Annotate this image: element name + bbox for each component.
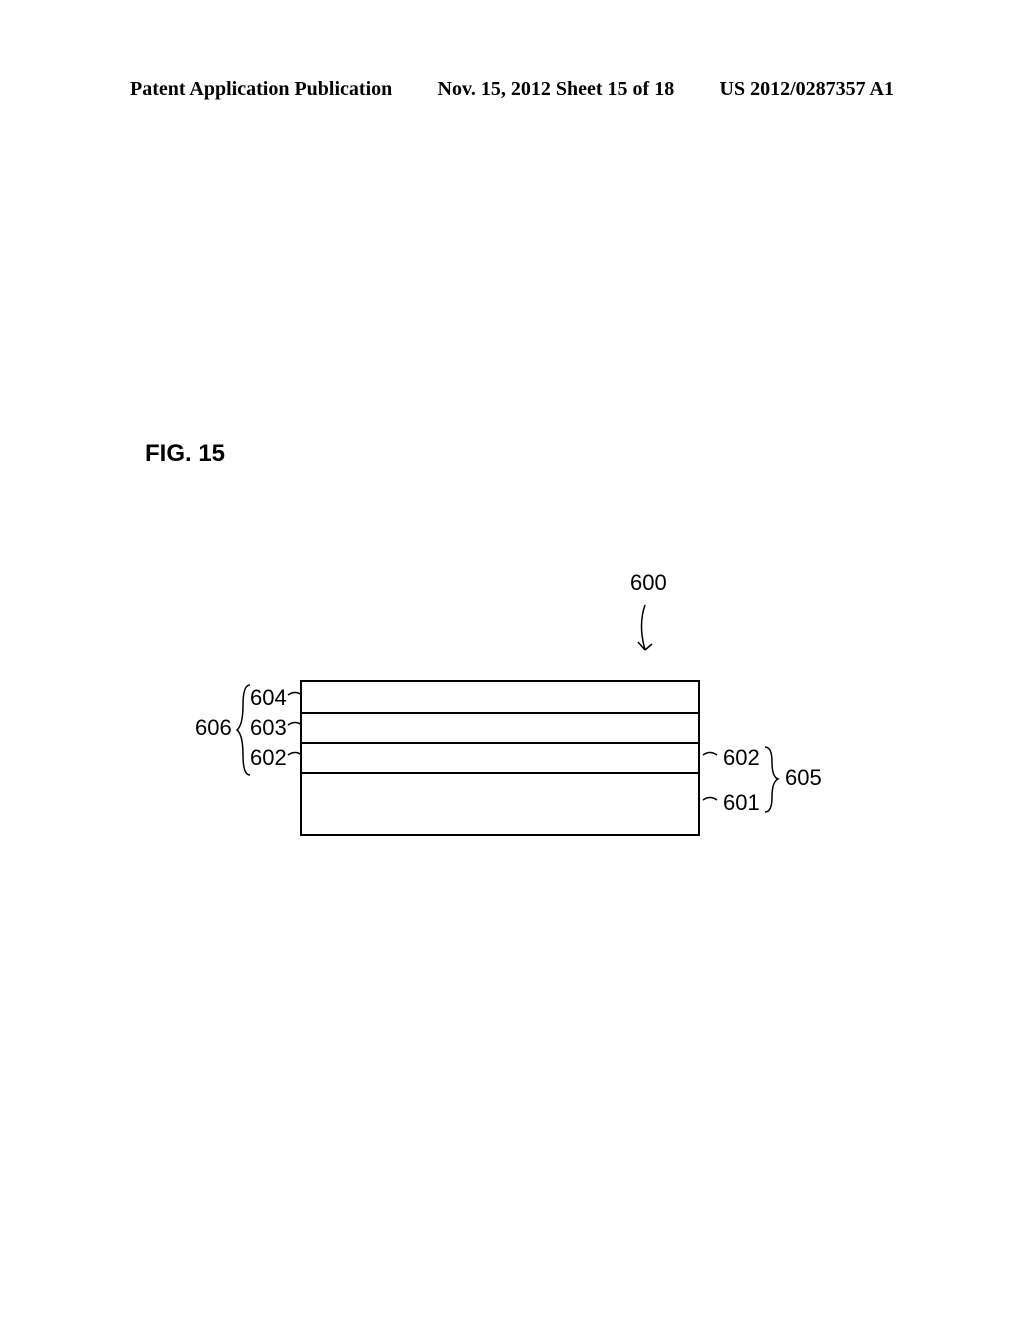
- layer-604: [302, 682, 698, 712]
- label-604: 604: [250, 685, 287, 711]
- lead-604-icon: [285, 685, 305, 705]
- layer-603: [302, 712, 698, 742]
- header-right: US 2012/0287357 A1: [720, 78, 894, 101]
- layer-601: [302, 772, 698, 834]
- label-606: 606: [195, 715, 232, 741]
- header-left: Patent Application Publication: [130, 78, 392, 101]
- label-602-right: 602: [723, 745, 760, 771]
- page-header: Patent Application Publication Nov. 15, …: [0, 78, 1024, 101]
- brace-606-icon: [235, 680, 253, 780]
- label-603: 603: [250, 715, 287, 741]
- layer-602: [302, 742, 698, 772]
- layer-stack: [300, 680, 700, 836]
- lead-602-left-icon: [285, 745, 305, 765]
- label-605: 605: [785, 765, 822, 791]
- arrow-600-icon: [630, 600, 660, 660]
- label-601: 601: [723, 790, 760, 816]
- lead-602-right-icon: [700, 745, 720, 765]
- lead-601-icon: [700, 790, 720, 810]
- brace-605-icon: [762, 742, 780, 817]
- diagram: 600 604 603 602 606 602 601 605: [230, 570, 850, 870]
- reference-600-label: 600: [630, 570, 667, 596]
- lead-603-icon: [285, 715, 305, 735]
- header-center: Nov. 15, 2012 Sheet 15 of 18: [438, 78, 675, 101]
- label-602-left: 602: [250, 745, 287, 771]
- figure-label: FIG. 15: [145, 440, 225, 468]
